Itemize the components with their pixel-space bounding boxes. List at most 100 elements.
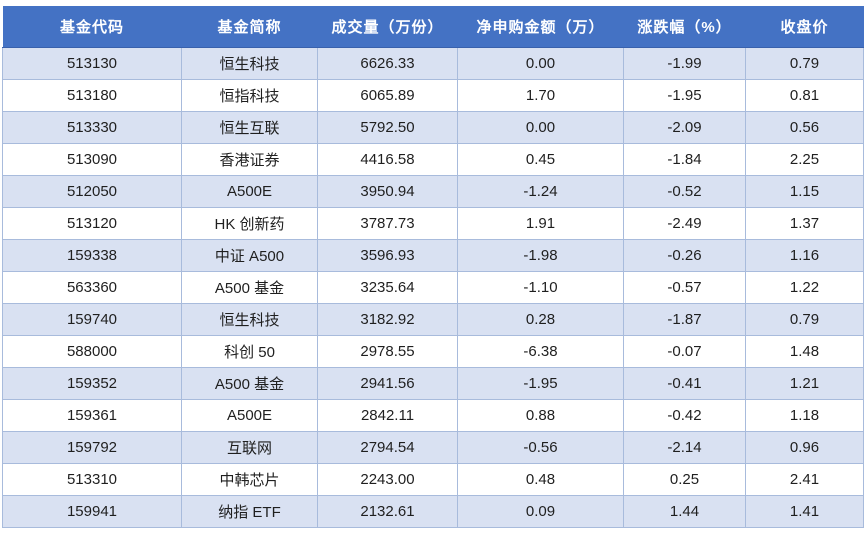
cell-fund-name: A500E <box>181 399 318 432</box>
cell-volume: 2243.00 <box>317 463 458 496</box>
cell-fund-code: 159941 <box>2 495 182 528</box>
header-row: 基金代码 基金简称 成交量（万份） 净申购金额（万） 涨跌幅（%） 收盘价 <box>2 6 864 48</box>
table-row: 513330 恒生互联 5792.50 0.00 -2.09 0.56 <box>2 111 864 144</box>
cell-fund-code: 513120 <box>2 207 182 240</box>
cell-fund-code: 513090 <box>2 143 182 176</box>
cell-volume: 2132.61 <box>317 495 458 528</box>
cell-volume: 2941.56 <box>317 367 458 400</box>
table-row: 513180 恒指科技 6065.89 1.70 -1.95 0.81 <box>2 79 864 112</box>
cell-change-pct: -1.87 <box>623 303 746 336</box>
cell-fund-name: 中证 A500 <box>181 239 318 272</box>
cell-close-price: 1.21 <box>745 367 864 400</box>
cell-volume: 5792.50 <box>317 111 458 144</box>
cell-change-pct: 1.44 <box>623 495 746 528</box>
cell-net-subscription: 0.00 <box>457 111 624 144</box>
column-header-net-subscription: 净申购金额（万） <box>457 6 624 48</box>
table-row: 563360 A500 基金 3235.64 -1.10 -0.57 1.22 <box>2 271 864 304</box>
cell-change-pct: -0.41 <box>623 367 746 400</box>
table-row: 159352 A500 基金 2941.56 -1.95 -0.41 1.21 <box>2 367 864 400</box>
cell-close-price: 0.79 <box>745 303 864 336</box>
cell-fund-name: 恒指科技 <box>181 79 318 112</box>
table-row: 159941 纳指 ETF 2132.61 0.09 1.44 1.41 <box>2 495 864 528</box>
cell-close-price: 2.41 <box>745 463 864 496</box>
column-header-fund-code: 基金代码 <box>2 6 182 48</box>
cell-close-price: 0.81 <box>745 79 864 112</box>
cell-change-pct: -0.26 <box>623 239 746 272</box>
cell-change-pct: -1.95 <box>623 79 746 112</box>
cell-fund-name: A500E <box>181 175 318 208</box>
cell-close-price: 1.18 <box>745 399 864 432</box>
table-row: 159338 中证 A500 3596.93 -1.98 -0.26 1.16 <box>2 239 864 272</box>
cell-fund-name: 纳指 ETF <box>181 495 318 528</box>
cell-fund-code: 159361 <box>2 399 182 432</box>
table-row: 513130 恒生科技 6626.33 0.00 -1.99 0.79 <box>2 47 864 80</box>
cell-volume: 3787.73 <box>317 207 458 240</box>
cell-close-price: 1.41 <box>745 495 864 528</box>
cell-volume: 4416.58 <box>317 143 458 176</box>
table-row: 513090 香港证券 4416.58 0.45 -1.84 2.25 <box>2 143 864 176</box>
cell-fund-code: 159352 <box>2 367 182 400</box>
cell-fund-code: 513130 <box>2 47 182 80</box>
cell-change-pct: -0.42 <box>623 399 746 432</box>
cell-change-pct: -2.49 <box>623 207 746 240</box>
cell-fund-name: A500 基金 <box>181 367 318 400</box>
cell-net-subscription: 0.45 <box>457 143 624 176</box>
cell-close-price: 1.48 <box>745 335 864 368</box>
cell-net-subscription: 0.00 <box>457 47 624 80</box>
cell-net-subscription: -1.24 <box>457 175 624 208</box>
cell-close-price: 0.79 <box>745 47 864 80</box>
column-header-fund-name: 基金简称 <box>181 6 318 48</box>
cell-change-pct: -0.52 <box>623 175 746 208</box>
cell-fund-name: 香港证券 <box>181 143 318 176</box>
column-header-close-price: 收盘价 <box>745 6 864 48</box>
table-row: 512050 A500E 3950.94 -1.24 -0.52 1.15 <box>2 175 864 208</box>
cell-fund-code: 159792 <box>2 431 182 464</box>
cell-change-pct: 0.25 <box>623 463 746 496</box>
cell-change-pct: -2.09 <box>623 111 746 144</box>
table-header: 基金代码 基金简称 成交量（万份） 净申购金额（万） 涨跌幅（%） 收盘价 <box>2 6 864 48</box>
cell-fund-code: 513330 <box>2 111 182 144</box>
cell-fund-code: 512050 <box>2 175 182 208</box>
cell-change-pct: -0.07 <box>623 335 746 368</box>
cell-close-price: 1.37 <box>745 207 864 240</box>
cell-net-subscription: -1.98 <box>457 239 624 272</box>
table-row: 159361 A500E 2842.11 0.88 -0.42 1.18 <box>2 399 864 432</box>
table-body: 513130 恒生科技 6626.33 0.00 -1.99 0.79 5131… <box>2 47 864 528</box>
cell-close-price: 1.15 <box>745 175 864 208</box>
cell-volume: 6065.89 <box>317 79 458 112</box>
cell-close-price: 2.25 <box>745 143 864 176</box>
cell-fund-name: A500 基金 <box>181 271 318 304</box>
column-header-change-pct: 涨跌幅（%） <box>623 6 746 48</box>
cell-volume: 3235.64 <box>317 271 458 304</box>
cell-fund-name: HK 创新药 <box>181 207 318 240</box>
cell-net-subscription: -1.95 <box>457 367 624 400</box>
table-row: 159792 互联网 2794.54 -0.56 -2.14 0.96 <box>2 431 864 464</box>
cell-net-subscription: 1.70 <box>457 79 624 112</box>
fund-table-container: 基金代码 基金简称 成交量（万份） 净申购金额（万） 涨跌幅（%） 收盘价 51… <box>2 6 864 528</box>
cell-fund-name: 恒生科技 <box>181 47 318 80</box>
cell-fund-code: 563360 <box>2 271 182 304</box>
column-header-volume: 成交量（万份） <box>317 6 458 48</box>
cell-change-pct: -2.14 <box>623 431 746 464</box>
table-row: 588000 科创 50 2978.55 -6.38 -0.07 1.48 <box>2 335 864 368</box>
cell-fund-code: 159338 <box>2 239 182 272</box>
cell-net-subscription: -6.38 <box>457 335 624 368</box>
cell-net-subscription: -1.10 <box>457 271 624 304</box>
cell-close-price: 1.16 <box>745 239 864 272</box>
cell-volume: 2978.55 <box>317 335 458 368</box>
cell-volume: 3950.94 <box>317 175 458 208</box>
cell-net-subscription: 0.88 <box>457 399 624 432</box>
cell-fund-code: 513180 <box>2 79 182 112</box>
cell-net-subscription: -0.56 <box>457 431 624 464</box>
table-row: 513120 HK 创新药 3787.73 1.91 -2.49 1.37 <box>2 207 864 240</box>
cell-change-pct: -1.84 <box>623 143 746 176</box>
cell-fund-name: 恒生互联 <box>181 111 318 144</box>
cell-fund-name: 科创 50 <box>181 335 318 368</box>
cell-net-subscription: 0.28 <box>457 303 624 336</box>
cell-volume: 6626.33 <box>317 47 458 80</box>
fund-table: 基金代码 基金简称 成交量（万份） 净申购金额（万） 涨跌幅（%） 收盘价 51… <box>2 6 864 528</box>
cell-net-subscription: 0.09 <box>457 495 624 528</box>
cell-close-price: 1.22 <box>745 271 864 304</box>
cell-fund-name: 互联网 <box>181 431 318 464</box>
